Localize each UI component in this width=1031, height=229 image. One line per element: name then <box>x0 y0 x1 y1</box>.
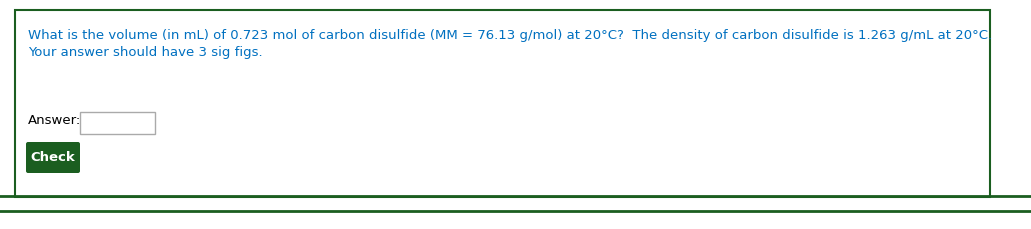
FancyBboxPatch shape <box>26 142 80 173</box>
Text: Check: Check <box>31 151 75 164</box>
Bar <box>80 112 155 134</box>
Bar <box>15 10 990 197</box>
Text: Your answer should have 3 sig figs.: Your answer should have 3 sig figs. <box>28 46 263 59</box>
Text: Answer:: Answer: <box>28 114 81 127</box>
Text: What is the volume (in mL) of 0.723 mol of carbon disulfide (MM = 76.13 g/mol) a: What is the volume (in mL) of 0.723 mol … <box>28 29 992 42</box>
